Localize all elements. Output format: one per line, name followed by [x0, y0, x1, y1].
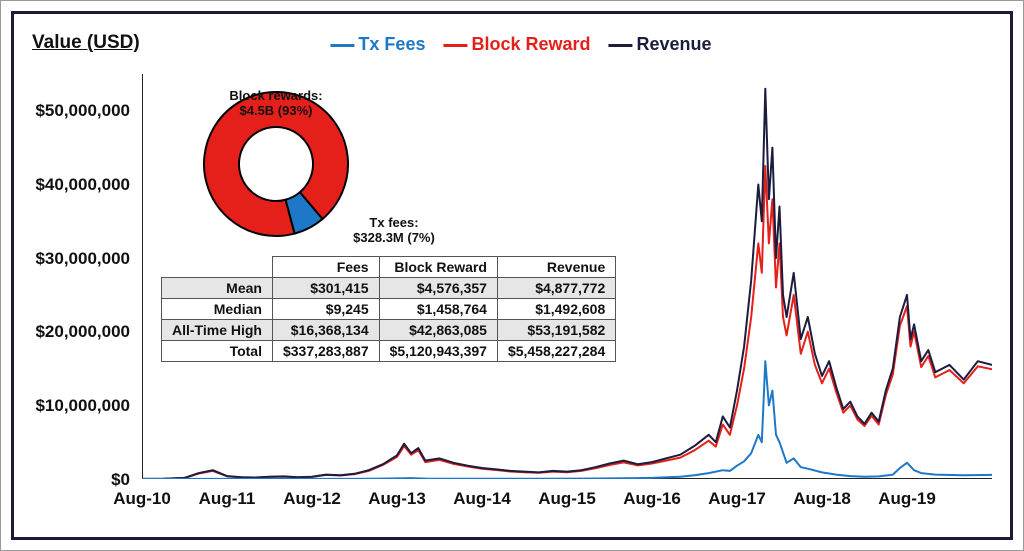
x-tick-label: Aug-17 — [708, 489, 766, 509]
legend-swatch — [330, 44, 354, 47]
table-header-cell: Fees — [272, 257, 379, 278]
x-tick-label: Aug-12 — [283, 489, 341, 509]
table-header-cell: Revenue — [497, 257, 615, 278]
legend-label: Block Reward — [471, 34, 590, 54]
table-cell: $42,863,085 — [379, 320, 497, 341]
x-tick-label: Aug-16 — [623, 489, 681, 509]
x-tick-label: Aug-11 — [199, 489, 256, 509]
x-tick-label: Aug-18 — [793, 489, 851, 509]
chart-inner-border: Value (USD) Tx FeesBlock RewardRevenue $… — [11, 11, 1013, 540]
x-tick-label: Aug-19 — [878, 489, 936, 509]
table-cell: $337,283,887 — [272, 341, 379, 362]
table-cell: $4,576,357 — [379, 278, 497, 299]
x-tick-label: Aug-13 — [368, 489, 426, 509]
legend-swatch — [443, 44, 467, 47]
chart-frame: Value (USD) Tx FeesBlock RewardRevenue $… — [0, 0, 1024, 551]
y-tick-label: $0 — [111, 470, 130, 490]
y-tick-label: $40,000,000 — [35, 175, 130, 195]
table-row-header: Mean — [162, 278, 273, 299]
table-cell: $1,458,764 — [379, 299, 497, 320]
x-tick-label: Aug-10 — [113, 489, 171, 509]
y-tick-label: $10,000,000 — [35, 396, 130, 416]
table-cell: $5,458,227,284 — [497, 341, 615, 362]
table-row-header: Total — [162, 341, 273, 362]
table-row-header: All-Time High — [162, 320, 273, 341]
y-axis-title: Value (USD) — [32, 32, 140, 54]
table-header-cell: Block Reward — [379, 257, 497, 278]
donut-segment-label: Tx fees:$328.3M (7%) — [353, 216, 435, 246]
donut-segment-label: Block rewards:$4.5B (93%) — [229, 89, 322, 119]
table-cell: $9,245 — [272, 299, 379, 320]
table-cell: $53,191,582 — [497, 320, 615, 341]
table-cell: $5,120,943,397 — [379, 341, 497, 362]
table-cell: $4,877,772 — [497, 278, 615, 299]
table-row-header: Median — [162, 299, 273, 320]
legend-label: Tx Fees — [358, 34, 425, 54]
stats-table: FeesBlock RewardRevenue Mean$301,415$4,57… — [161, 256, 616, 362]
table-cell: $16,368,134 — [272, 320, 379, 341]
legend-label: Revenue — [637, 34, 712, 54]
legend-swatch — [609, 44, 633, 47]
x-tick-label: Aug-15 — [538, 489, 596, 509]
y-tick-label: $20,000,000 — [35, 322, 130, 342]
x-tick-label: Aug-14 — [453, 489, 511, 509]
legend: Tx Fees Block Reward Revenue — [312, 34, 711, 55]
table-cell: $301,415 — [272, 278, 379, 299]
table-header-cell — [162, 257, 273, 278]
y-tick-label: $50,000,000 — [35, 101, 130, 121]
table-cell: $1,492,608 — [497, 299, 615, 320]
y-tick-label: $30,000,000 — [35, 249, 130, 269]
